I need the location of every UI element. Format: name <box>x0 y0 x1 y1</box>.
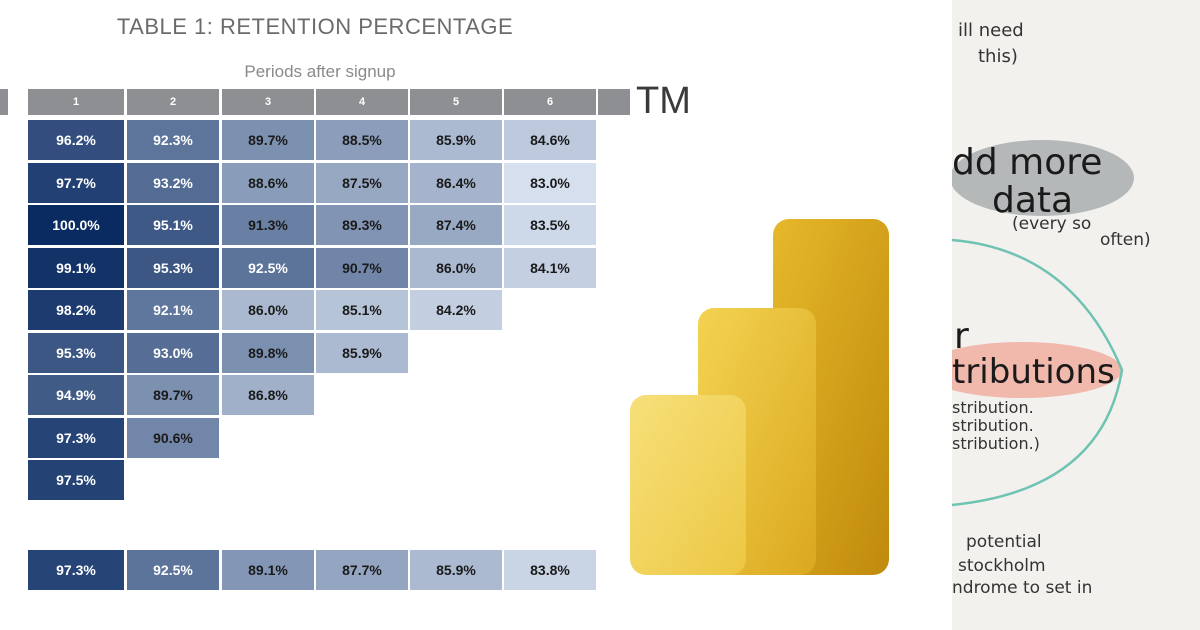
table-title: TABLE 1: RETENTION PERCENTAGE <box>116 14 514 39</box>
retention-cell: 84.6% <box>504 120 596 160</box>
retention-cell: 86.8% <box>222 375 314 415</box>
retention-cell: 84.2% <box>410 290 502 330</box>
note-line: stribution.) <box>952 434 1040 453</box>
period-header-cell: 5 <box>410 89 502 115</box>
retention-cell: 90.7% <box>316 247 408 288</box>
period-header-cell: 2 <box>127 89 219 115</box>
gray-highlight <box>952 140 1134 216</box>
retention-cell: 89.8% <box>222 332 314 373</box>
retention-cell: 86.4% <box>410 162 502 203</box>
retention-cell: 90.6% <box>127 417 219 458</box>
note-line: dd more <box>952 142 1103 183</box>
retention-cell: 97.3% <box>28 417 124 458</box>
period-header-cell: 4 <box>316 89 408 115</box>
retention-table-panel: TABLE 1: RETENTION PERCENTAGE Periods af… <box>0 14 630 590</box>
note-line: stribution. <box>952 398 1034 417</box>
note-line: this) <box>978 46 1018 67</box>
retention-cell: 92.3% <box>127 120 219 160</box>
retention-cell: 89.3% <box>316 205 408 245</box>
retention-cell: 86.0% <box>222 290 314 330</box>
retention-cell: 92.1% <box>127 290 219 330</box>
retention-cell: 88.6% <box>222 162 314 203</box>
periods-axis-label: Periods after signup <box>244 62 396 81</box>
summary-cell: 83.8% <box>504 550 596 590</box>
summary-cell: 89.1% <box>222 550 314 590</box>
summary-cell: 85.9% <box>410 550 502 590</box>
retention-cell: 100.0% <box>28 205 124 245</box>
retention-cell: 87.4% <box>410 205 502 245</box>
power-bi-logo-icon <box>630 219 889 575</box>
retention-cell: 95.3% <box>28 332 124 373</box>
retention-cell: 95.3% <box>127 247 219 288</box>
retention-cell: 91.3% <box>222 205 314 245</box>
header-cell-partial <box>0 89 8 115</box>
retention-cell: 87.5% <box>316 162 408 203</box>
note-line: tributions <box>952 352 1115 392</box>
notes-decorations <box>952 140 1134 507</box>
retention-cell: 88.5% <box>316 120 408 160</box>
retention-cell: 93.0% <box>127 332 219 373</box>
retention-cell: 85.9% <box>410 120 502 160</box>
logo-bar-short <box>630 395 746 575</box>
retention-cell: 84.1% <box>504 247 596 288</box>
retention-cell: 86.0% <box>410 247 502 288</box>
note-line: (every so <box>1012 214 1092 234</box>
retention-cell: 97.7% <box>28 162 124 203</box>
period-header-cell: 1 <box>28 89 124 115</box>
note-line: stockholm <box>958 556 1046 576</box>
retention-cell: 85.9% <box>316 332 408 373</box>
note-line: data <box>992 180 1074 221</box>
period-header-cell: 6 <box>504 89 596 115</box>
handwritten-notes-panel: ill need this) dd more data (every so of… <box>952 0 1200 630</box>
retention-cell: 85.1% <box>316 290 408 330</box>
summary-cell: 87.7% <box>316 550 408 590</box>
retention-cell: 98.2% <box>28 290 124 330</box>
retention-cell: 93.2% <box>127 162 219 203</box>
retention-cell: 89.7% <box>127 375 219 415</box>
red-highlight <box>952 342 1122 398</box>
note-line: stribution. <box>952 416 1034 435</box>
note-line: potential <box>966 532 1042 552</box>
retention-cell: 83.0% <box>504 162 596 203</box>
period-header-cell: 3 <box>222 89 314 115</box>
retention-cell: 83.5% <box>504 205 596 245</box>
trademark-text: TM <box>636 80 691 122</box>
retention-cell: 94.9% <box>28 375 124 415</box>
teal-circle <box>952 238 1124 507</box>
retention-cell: 96.2% <box>28 120 124 160</box>
note-line: ill need <box>958 20 1024 41</box>
retention-cell: 99.1% <box>28 247 124 288</box>
summary-cell: 92.5% <box>127 550 219 590</box>
note-line: r <box>954 316 969 357</box>
period-header-cell-partial <box>598 89 630 115</box>
retention-cell: 92.5% <box>222 247 314 288</box>
note-line: often) <box>1100 230 1151 250</box>
summary-cell: 97.3% <box>28 550 124 590</box>
retention-cell: 97.5% <box>28 460 124 500</box>
note-line: ndrome to set in <box>952 578 1093 598</box>
retention-cell: 95.1% <box>127 205 219 245</box>
retention-cell: 89.7% <box>222 120 314 160</box>
